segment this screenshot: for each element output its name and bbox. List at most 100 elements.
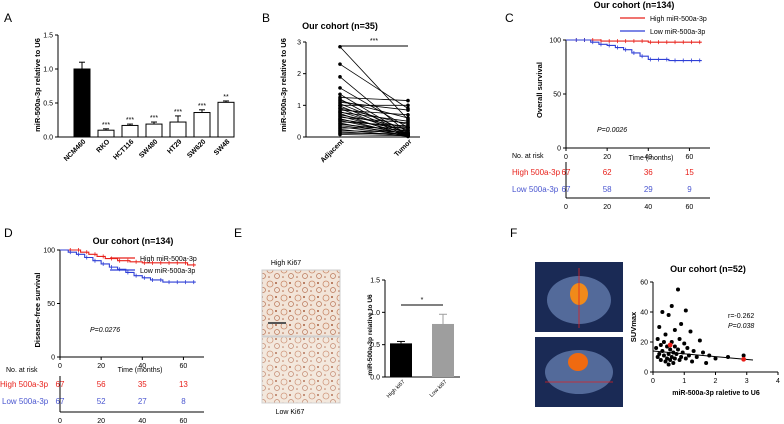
- panel-b-ytick-label: 0: [297, 135, 301, 142]
- panel-a-xtick-label: HT29: [166, 138, 183, 155]
- panel-c-risk-xtick-label: 20: [603, 204, 611, 211]
- panel-d-xtick-label: 60: [180, 363, 188, 370]
- panel-f-pet-hotspot-bottom: [568, 353, 588, 371]
- panel-a-ytick-label: 0.0: [43, 135, 53, 142]
- panel-b-pair-line: [339, 87, 409, 128]
- panel-f-point: [657, 325, 662, 329]
- panel-a-xtick-label: SW480: [138, 138, 159, 159]
- panel-f-point: [657, 352, 662, 356]
- panel-a-xtick-label: NCM460: [63, 138, 88, 163]
- panel-b-pair-line: [339, 115, 409, 135]
- panel-f-point: [691, 349, 696, 353]
- panel-b-ytick-label: 2: [297, 71, 301, 78]
- panel-b-pair-line: [339, 116, 409, 124]
- panel-f-point: [671, 350, 676, 355]
- panel-f-pet-body-bottom: [545, 350, 613, 394]
- panel-e-scale-bar: [268, 322, 286, 324]
- panel-c-xtick-label: 60: [686, 154, 694, 161]
- panel-f-point: [741, 353, 746, 358]
- panel-d-title: Our cohort (n=134): [93, 236, 174, 246]
- panel-f-point: [660, 310, 665, 314]
- panel-f-point: [669, 355, 674, 359]
- panel-f-xtick-label: 1: [682, 378, 686, 385]
- panel-a-significance: ***: [102, 122, 110, 129]
- panel-f-point: [688, 329, 693, 334]
- panel-a-xtick-label: RKO: [95, 138, 111, 154]
- panel-b-pair-line: [339, 63, 409, 109]
- panel-b-pair-line: [339, 46, 409, 120]
- panel-d-risk-xtick-label: 60: [180, 418, 188, 424]
- panel-b-xtick-label: Adjacent: [320, 138, 346, 164]
- panel-b-pair-line: [339, 101, 409, 111]
- panel-c-risk-xtick-label: 60: [686, 204, 694, 211]
- panel-e-ylabel: miR-500a-3p relative to U6: [367, 294, 374, 376]
- panel-c-title: Our cohort (n=134): [594, 0, 675, 10]
- panel-label-e: E: [234, 226, 242, 240]
- panel-f-chart: Our cohort (n=52) SUVmax miR-500a-3p ral…: [535, 262, 780, 407]
- panel-b-point-tumor: [406, 113, 410, 117]
- panel-f-pvalue: P=0.038: [728, 323, 754, 330]
- panel-f-point: [683, 308, 688, 313]
- panel-c-risk-low-count: 58: [603, 185, 612, 194]
- panel-f-point: [680, 350, 685, 355]
- panel-f-point: [654, 346, 659, 350]
- panel-d-chart: Our cohort (n=134) High miR-500a-3p Low …: [0, 236, 204, 424]
- panel-f-point: [660, 349, 665, 353]
- panel-f-ytick-label: 40: [640, 310, 648, 317]
- panel-f-point: [666, 313, 671, 317]
- panel-f-ylabel: SUVmax: [629, 311, 638, 342]
- panel-f-point: [679, 355, 684, 359]
- panel-a-significance: **: [223, 94, 229, 101]
- panel-d-risk-high-label: High 500a-3p: [0, 380, 49, 389]
- panel-f-ytick-label: 20: [640, 340, 648, 347]
- panel-b-point-adjacent: [338, 132, 342, 137]
- panel-e-ihc-low-image: [261, 336, 341, 404]
- panel-b-pair-line: [339, 134, 409, 137]
- panel-f-xtick-label: 3: [745, 378, 749, 385]
- panel-a-significance: ***: [126, 117, 134, 124]
- panel-f-point: [701, 350, 705, 355]
- panel-f-point: [663, 359, 668, 364]
- panel-d-risk-high-count: 67: [56, 380, 65, 389]
- panel-b-point-tumor: [406, 125, 410, 130]
- panel-f-point: [663, 332, 668, 337]
- panel-f-point: [726, 355, 730, 359]
- panel-f-xtick-label: 4: [776, 378, 780, 385]
- panel-d-risk-title: No. at risk: [6, 367, 38, 374]
- panel-f-point: [661, 340, 666, 344]
- panel-b-pair-line: [339, 111, 409, 133]
- panel-f-point: [686, 353, 691, 358]
- panel-f-point: [694, 355, 699, 359]
- panel-d-legend-high: High miR-500a-3p: [140, 256, 197, 263]
- panel-f-ytick-label: 60: [640, 280, 648, 287]
- panel-b-ytick-label: 1: [297, 103, 301, 110]
- panel-d-legend-low: Low miR-500a-3p: [140, 268, 195, 275]
- panel-d-ytick-label: 50: [47, 301, 55, 308]
- panel-e-xtick-label: Low ki67: [429, 379, 449, 399]
- panel-f-point: [674, 352, 679, 356]
- panel-c-ytick-label: 50: [553, 92, 561, 99]
- panel-a-bar: [97, 129, 115, 138]
- panel-e-image-label-high: High Ki67: [271, 260, 301, 267]
- panel-a-ylabel: miR-500a-3p relative to U6: [33, 38, 42, 132]
- panel-e-ytick-label: 0.5: [370, 342, 380, 349]
- panel-e-ihc-high-image: [261, 269, 341, 337]
- panel-c-risk-title: No. at risk: [512, 153, 544, 160]
- panel-c-risk-high-label: High 500a-3p: [512, 168, 561, 177]
- panel-f-point: [658, 343, 663, 347]
- panel-f-point: [677, 337, 682, 341]
- panel-c-legend-low: Low miR-500a-3p: [650, 29, 705, 36]
- panel-c-risk-low-count: 67: [562, 185, 571, 194]
- panel-f-r: r=-0.262: [728, 313, 754, 320]
- panel-b-point-adjacent: [338, 75, 342, 79]
- panel-f-point: [668, 347, 673, 352]
- panel-c-xlabel: Time (months): [629, 155, 674, 162]
- panel-f-point: [658, 358, 663, 362]
- panel-f-point-highlight: [667, 342, 673, 348]
- panel-f-xlabel: miR-500a-3p raletive to U6: [672, 390, 760, 397]
- panel-d-survival-low: [60, 249, 196, 283]
- panel-f-point: [661, 353, 666, 358]
- panel-label-d: D: [4, 226, 13, 240]
- panel-a-bar: [169, 121, 187, 138]
- panel-f-point: [655, 337, 660, 341]
